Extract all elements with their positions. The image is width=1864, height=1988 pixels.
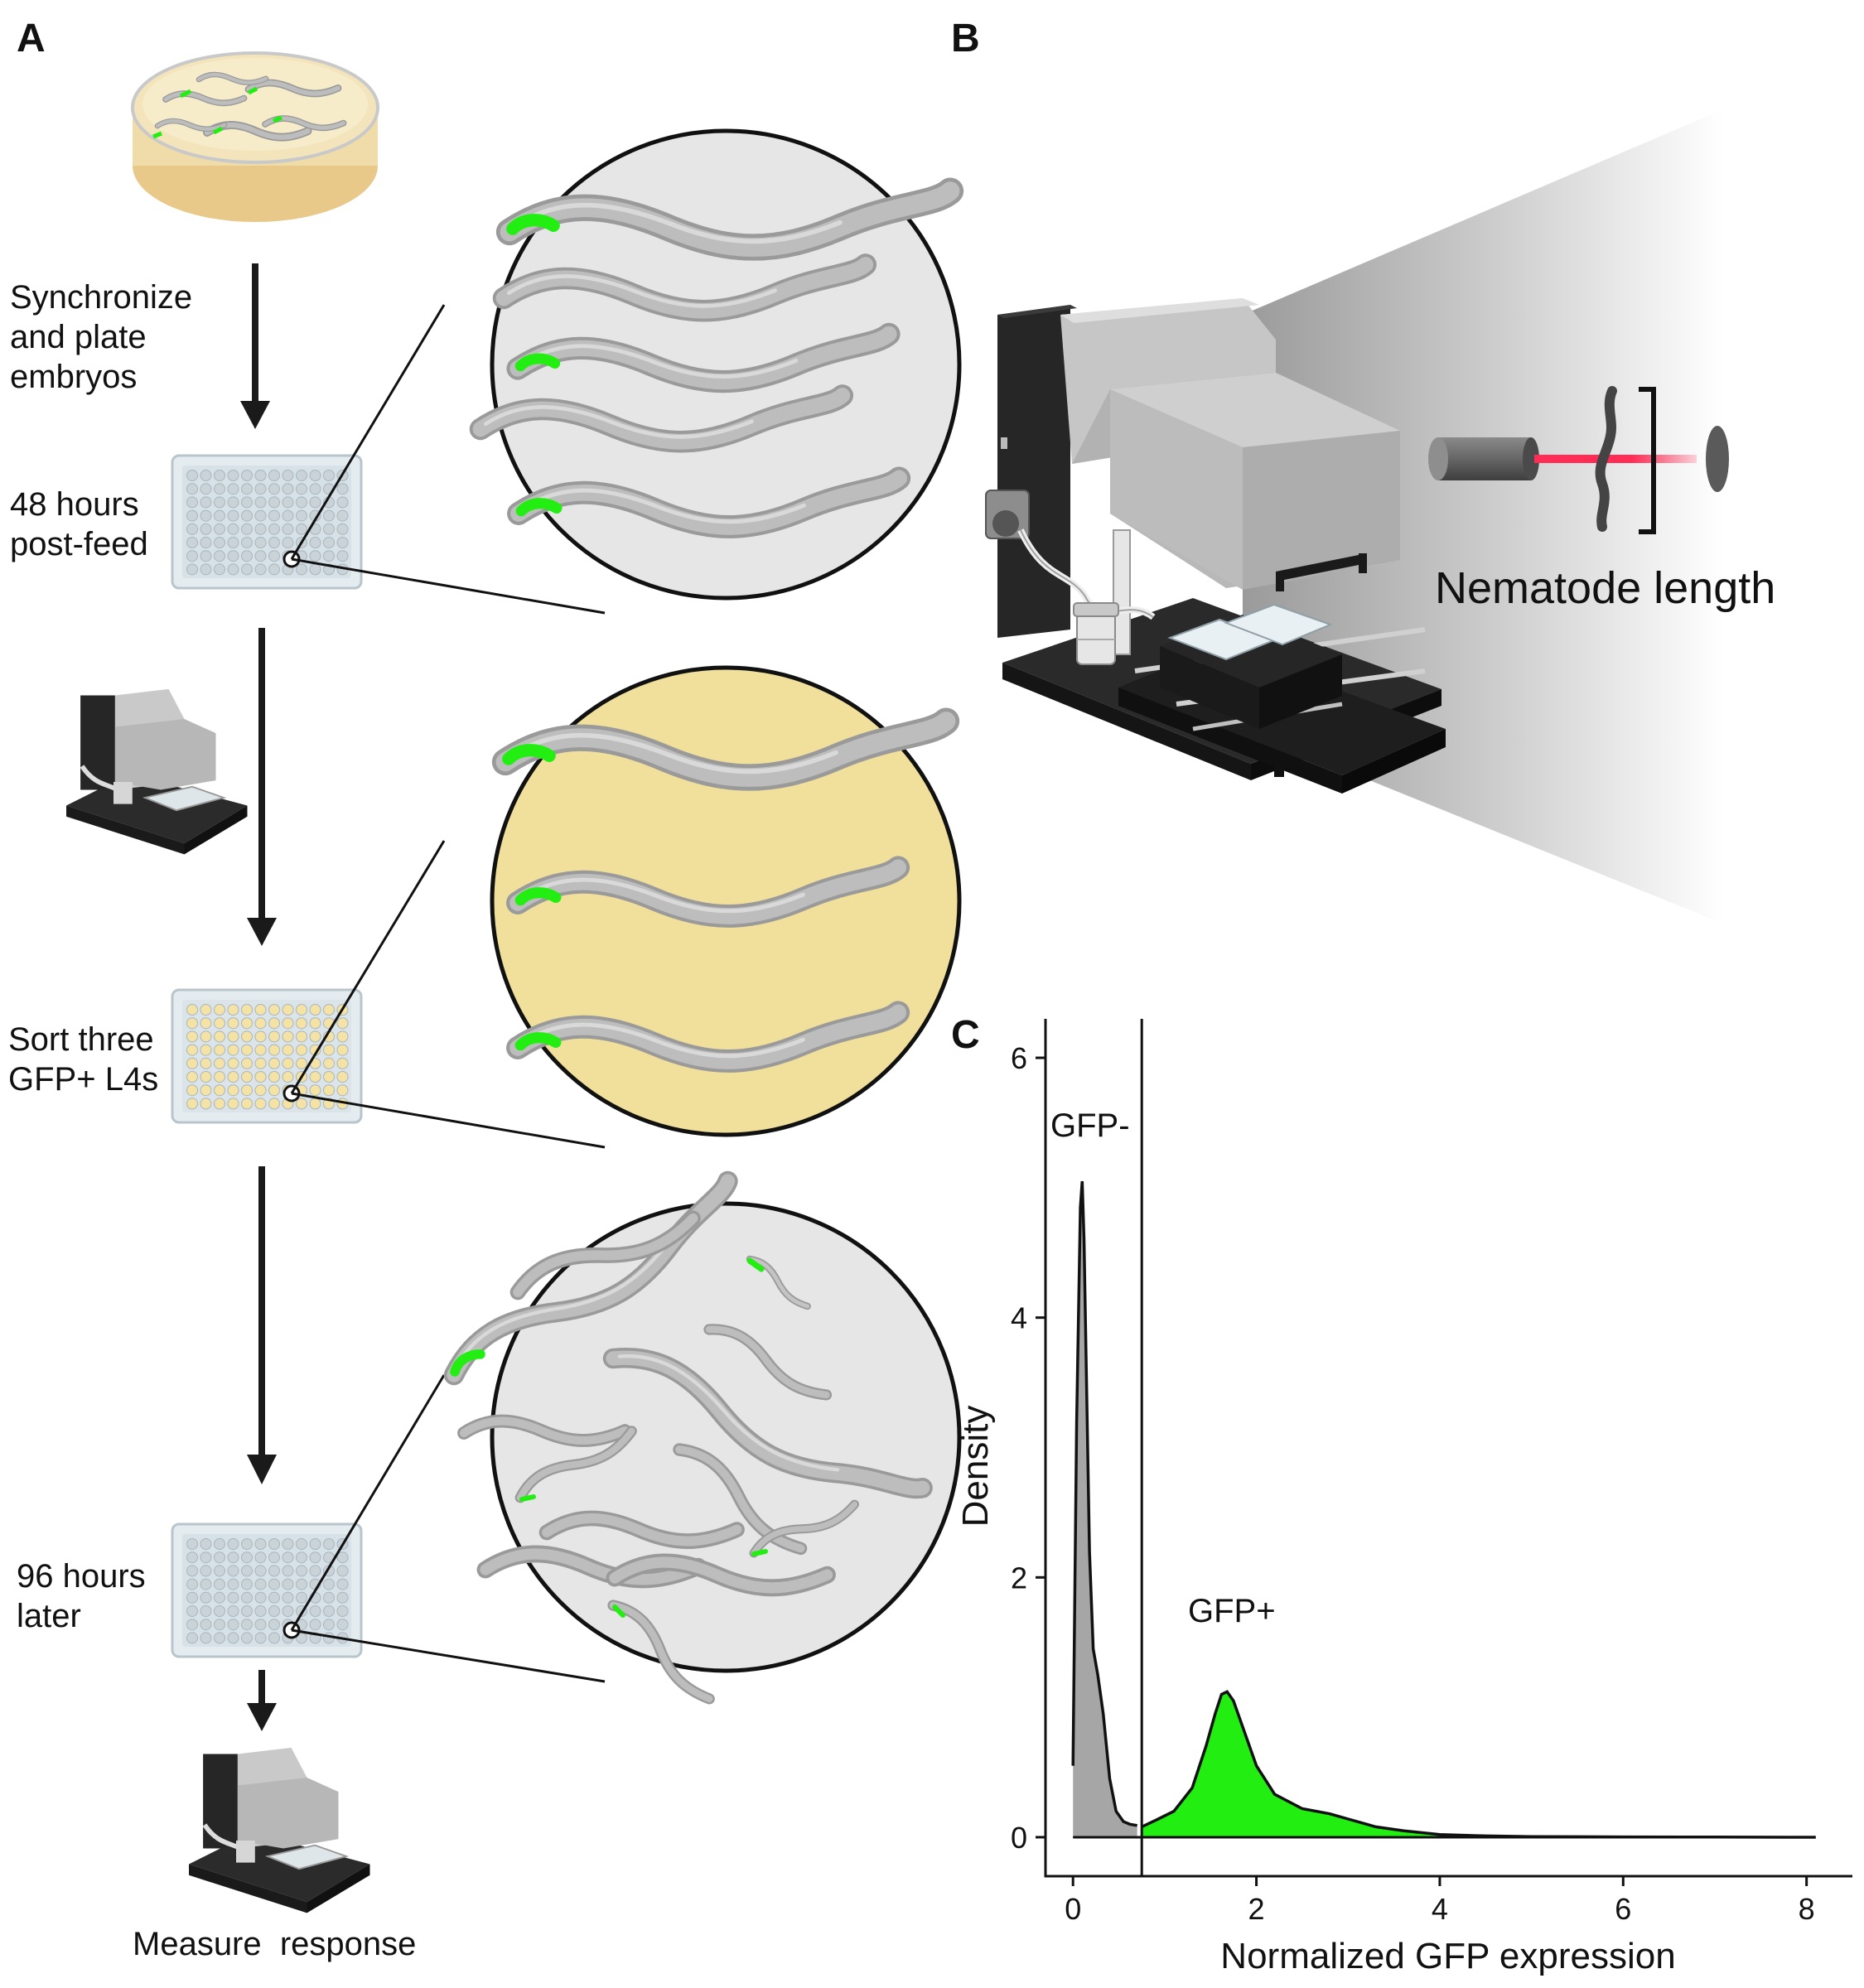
y-tick-label: 0 xyxy=(1011,1821,1027,1855)
well-plate-1 xyxy=(171,454,363,590)
density-gfp-negative-curve xyxy=(1071,1180,1137,1827)
well-plate-2 xyxy=(171,988,363,1124)
gfp-positive-label: GFP+ xyxy=(1188,1593,1276,1629)
gfp-density-chart: 0 2 4 6 8 0 2 4 6 Normalized GFP expression Dens… xyxy=(955,1019,1852,1976)
sorter-icon-2 xyxy=(189,1748,370,1913)
x-tick-label: 0 xyxy=(1065,1892,1081,1926)
x-tick-label: 8 xyxy=(1799,1892,1815,1926)
length-bracket xyxy=(1639,387,1656,534)
chart-axes: 0 2 4 6 8 0 2 4 6 xyxy=(1011,1019,1852,1926)
workflow-arrows xyxy=(240,263,277,1731)
petri-dish-icon xyxy=(131,51,379,222)
density-gfp-negative-area xyxy=(1073,1181,1137,1837)
y-axis-title: Density xyxy=(955,1406,996,1527)
laser-beam xyxy=(1534,455,1697,463)
x-tick-label: 6 xyxy=(1615,1892,1631,1926)
y-tick-label: 6 xyxy=(1011,1041,1027,1075)
y-tick-label: 4 xyxy=(1011,1301,1027,1335)
final-step-label: Measure response xyxy=(133,1926,416,1962)
length-detector xyxy=(1428,386,1729,534)
density-gfp-positive-area xyxy=(1142,1691,1816,1837)
detector-icon xyxy=(1706,426,1729,492)
workflow-panel: Synchronize and plate embryos 48 hours post… xyxy=(8,51,962,1962)
axis-lines xyxy=(1044,1019,1852,1878)
worm-sorter-instrument xyxy=(985,298,1446,794)
nematode-icon xyxy=(1595,386,1617,532)
magnified-view-3-progeny xyxy=(438,1181,962,1705)
panel-label-b: B xyxy=(951,17,980,60)
step-3-label: Sort three GFP+ L4s xyxy=(8,1021,158,1098)
step-4-label: 96 hours later xyxy=(17,1558,146,1634)
x-tick-label: 4 xyxy=(1432,1892,1448,1926)
x-tick-label: 2 xyxy=(1248,1892,1265,1926)
panel-label-c: C xyxy=(951,1013,980,1057)
nematode-length-label: Nematode length xyxy=(1435,563,1775,613)
panel-label-a: A xyxy=(17,17,46,60)
step-1-label: Synchronize and plate embryos xyxy=(10,279,192,395)
chart-marks xyxy=(1071,1019,1816,1876)
y-tick-label: 2 xyxy=(1011,1561,1027,1595)
gfp-negative-label: GFP- xyxy=(1050,1107,1130,1144)
magnified-view-1 xyxy=(480,128,959,601)
magnified-view-2-sorted xyxy=(490,665,962,1137)
instrument-panel: Nematode length xyxy=(985,109,1775,924)
x-axis-title: Normalized GFP expression xyxy=(1220,1936,1675,1976)
zoom-connectors xyxy=(282,304,606,1683)
sorter-icon-1 xyxy=(66,689,248,855)
step-2-label: 48 hours post-feed xyxy=(10,486,148,562)
